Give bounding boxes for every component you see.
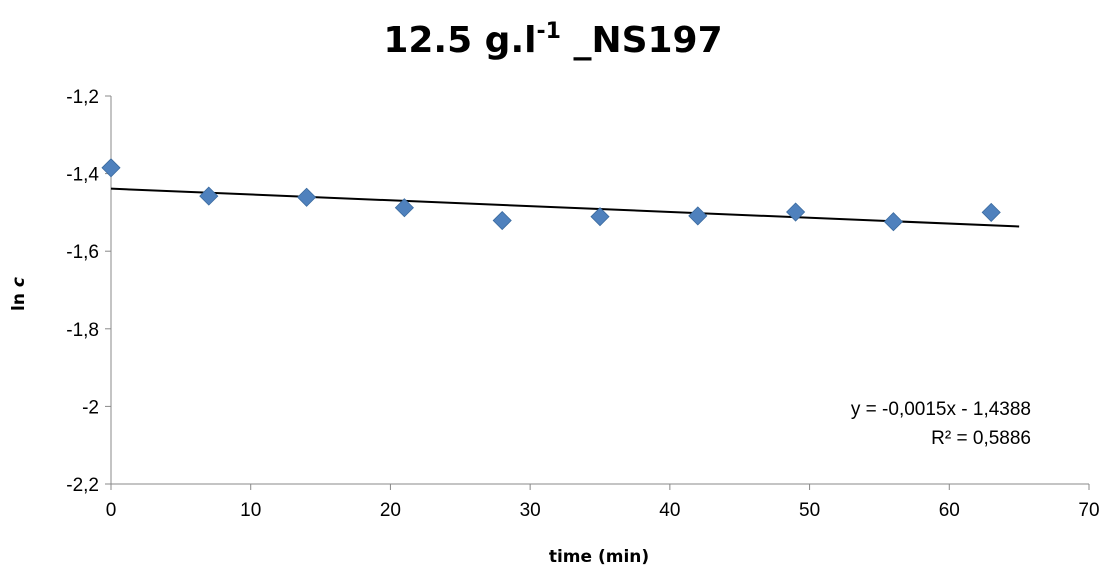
trendline-equation: y = -0,0015x - 1,4388 xyxy=(851,399,1031,420)
y-axis-label: ln c xyxy=(9,277,29,311)
x-tick-label: 0 xyxy=(106,500,117,521)
data-point-marker xyxy=(394,198,414,218)
data-point-marker xyxy=(297,187,317,207)
y-tick-label: -1,8 xyxy=(66,320,99,341)
data-points xyxy=(101,158,1001,232)
data-point-marker xyxy=(883,212,903,232)
y-axis-label-prefix: ln xyxy=(9,287,29,311)
data-point-marker xyxy=(688,206,708,226)
y-tick-label: -1,4 xyxy=(66,165,99,186)
x-tick-label: 20 xyxy=(380,500,401,521)
x-axis-ticks: 0 10 20 30 40 50 60 70 xyxy=(106,484,1100,521)
x-tick-label: 50 xyxy=(799,500,820,521)
chart-title: 12.5 g.l-1 _NS197 xyxy=(383,19,722,61)
x-tick-label: 40 xyxy=(659,500,680,521)
data-point-marker xyxy=(590,207,610,227)
trendline xyxy=(110,187,1020,228)
y-tick-label: -1,6 xyxy=(66,242,99,263)
x-tick-label: 30 xyxy=(520,500,541,521)
x-axis-label: time (min) xyxy=(549,547,649,567)
y-axis-label-italic: c xyxy=(9,277,29,287)
y-tick-label: -1,2 xyxy=(66,87,99,108)
x-tick-label: 10 xyxy=(240,500,261,521)
data-point-marker xyxy=(786,202,806,222)
x-tick-label: 60 xyxy=(939,500,960,521)
y-tick-label: -2,2 xyxy=(66,475,99,496)
data-point-marker xyxy=(199,186,219,206)
x-tick-label: 70 xyxy=(1078,500,1099,521)
y-axis-ticks: -1,2 -1,4 -1,6 -1,8 -2 -2,2 xyxy=(66,87,111,496)
chart-title-main: 12.5 g.l xyxy=(383,20,536,61)
y-tick-label: -2 xyxy=(82,397,99,418)
data-point-marker xyxy=(101,158,121,178)
data-point-marker xyxy=(492,210,512,231)
data-point-marker xyxy=(981,202,1001,222)
chart-title-suffix: _NS197 xyxy=(561,20,723,61)
chart-title-superscript: -1 xyxy=(536,19,560,44)
r-squared-label: R² = 0,5886 xyxy=(931,428,1031,449)
